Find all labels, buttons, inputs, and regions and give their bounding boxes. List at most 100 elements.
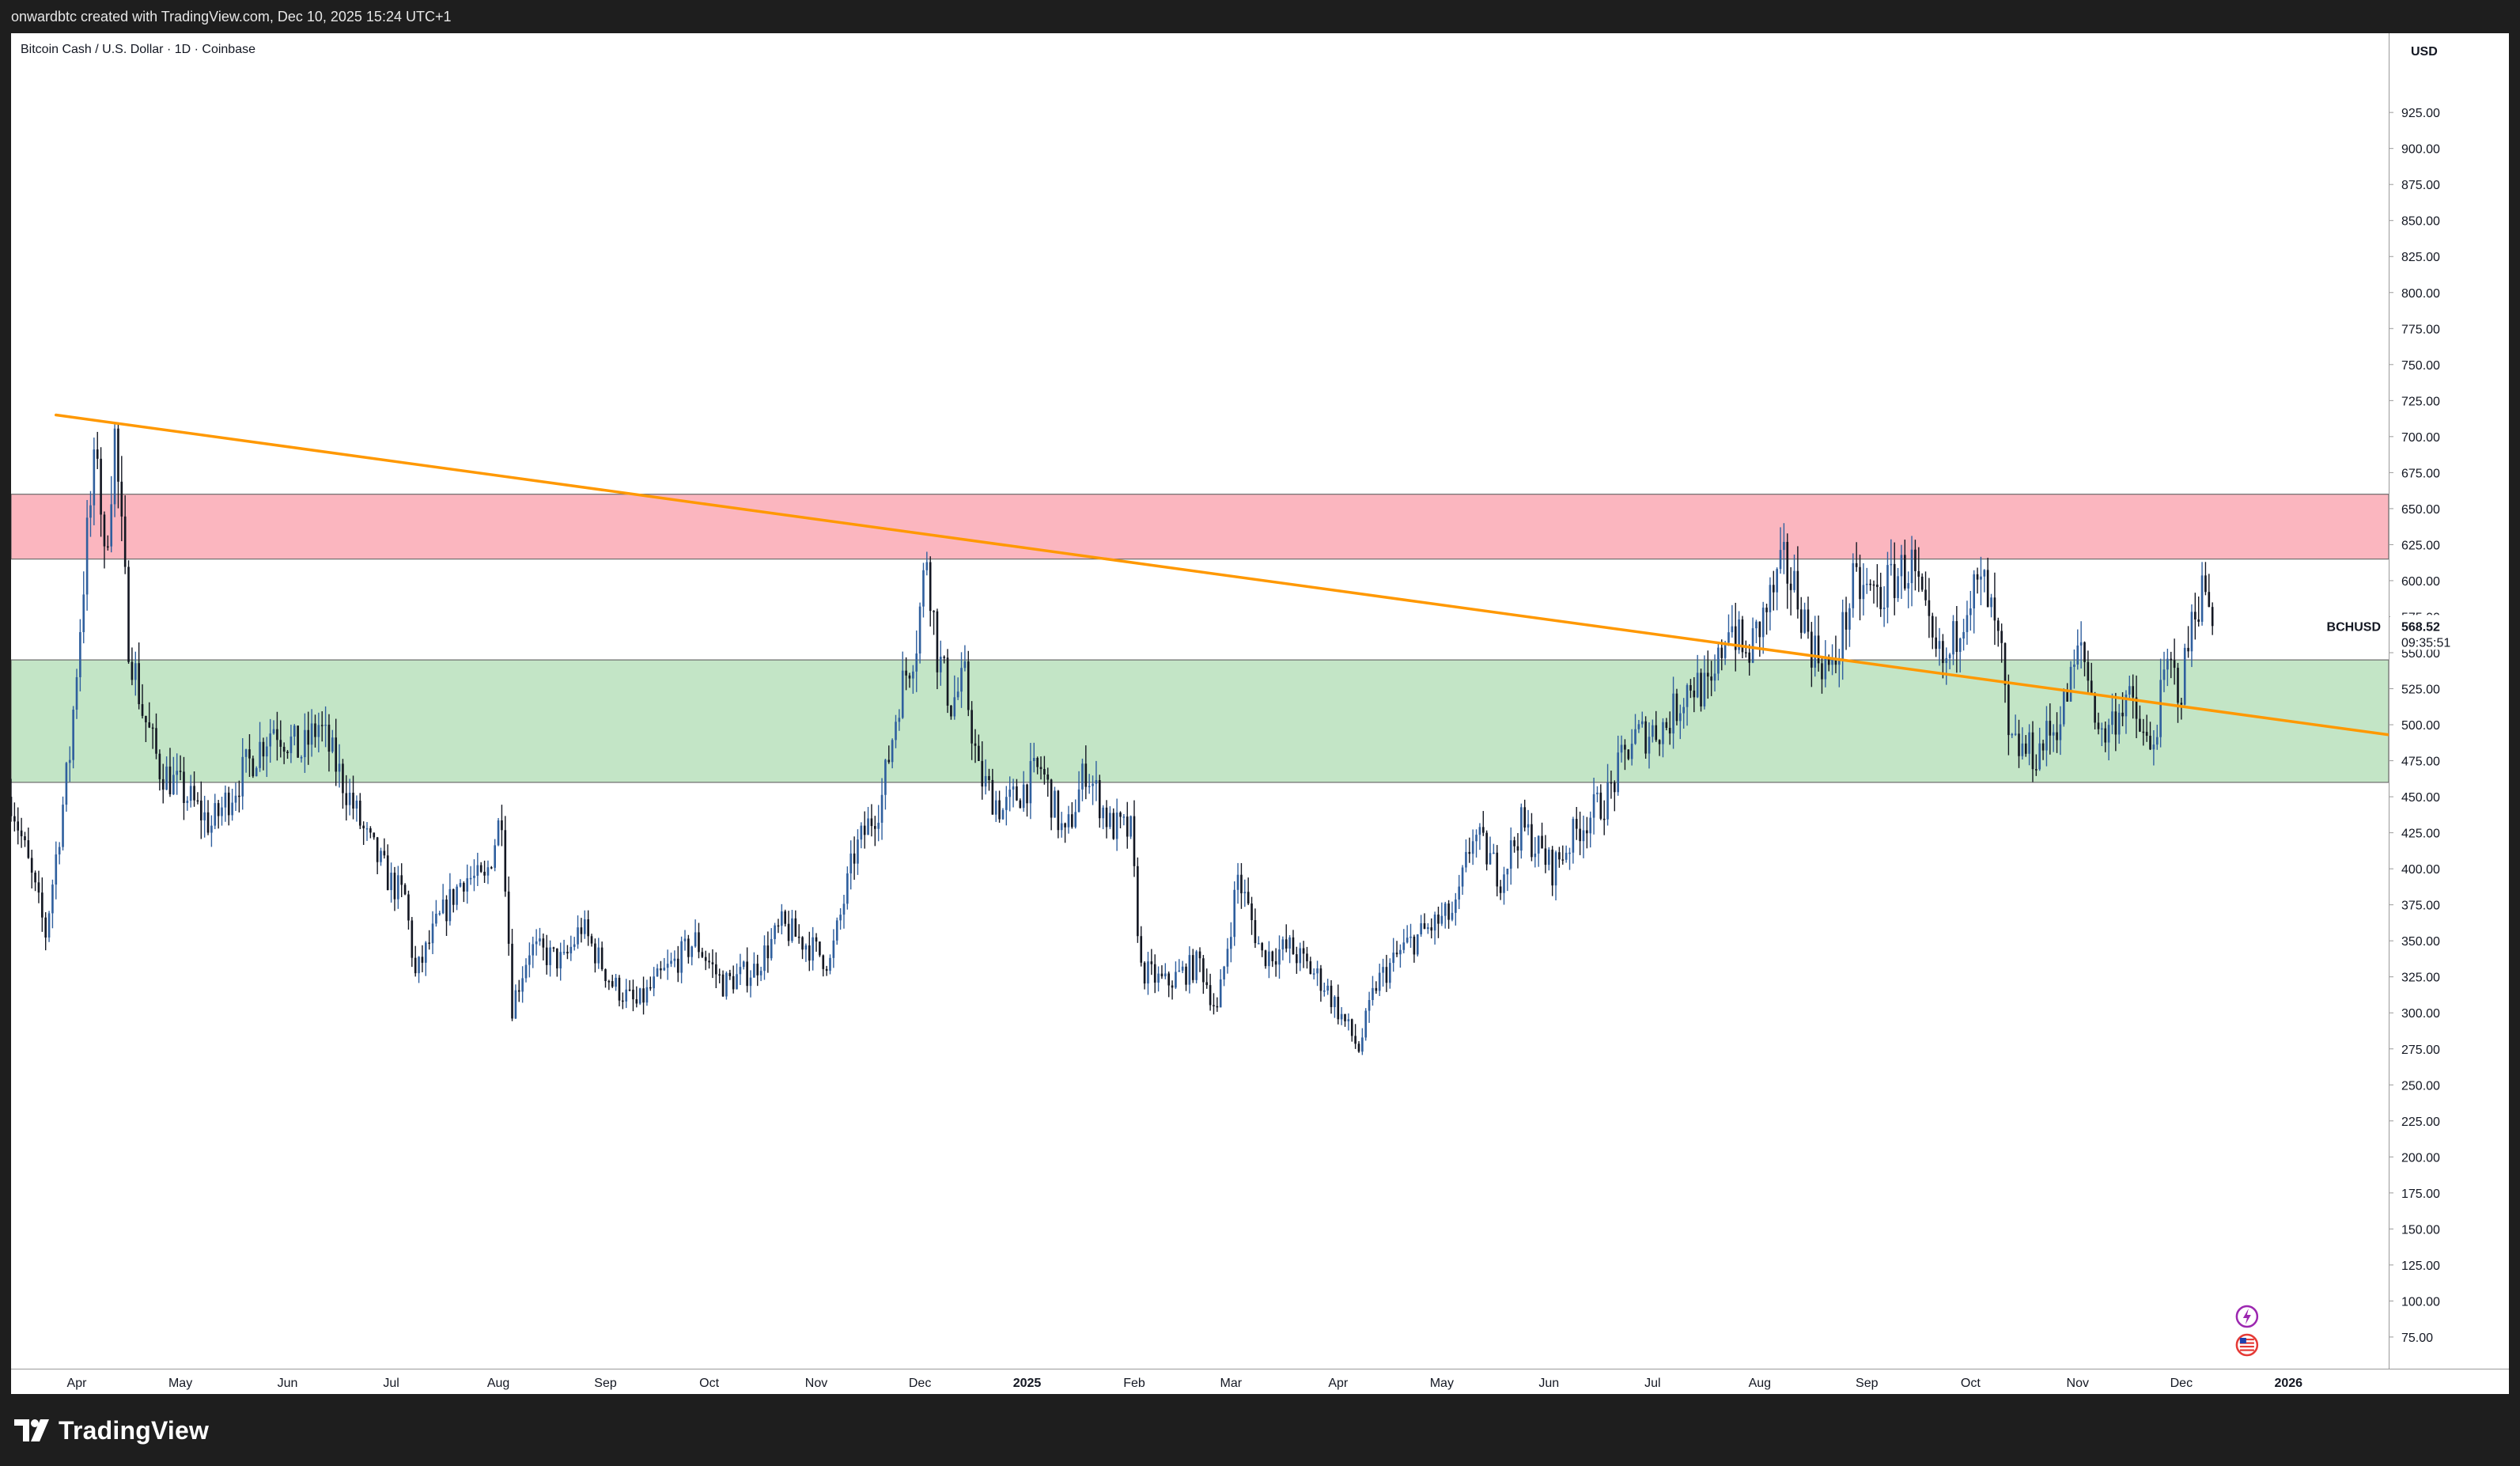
candle <box>1734 602 1737 672</box>
candle-body <box>1247 892 1250 904</box>
candle-body <box>459 883 462 887</box>
candle-body <box>293 725 296 737</box>
candle <box>763 935 766 980</box>
price-tick-label: 675.00 <box>2401 467 2440 480</box>
candle <box>403 883 407 896</box>
candle <box>901 651 904 719</box>
candle <box>1520 803 1523 859</box>
candle <box>1776 567 1778 611</box>
candle-body <box>1980 576 1982 580</box>
candle <box>79 619 81 691</box>
candle <box>711 949 714 979</box>
candle-body <box>1572 819 1575 853</box>
candle <box>940 640 942 686</box>
price-tick-label: 325.00 <box>2401 972 2440 985</box>
candle-body <box>774 925 776 939</box>
candle-body <box>967 661 970 710</box>
candle <box>2166 648 2169 687</box>
candle-body <box>345 793 348 805</box>
candle-body <box>1402 942 1406 950</box>
time-tick-label: Sep <box>594 1377 617 1390</box>
candle <box>1226 938 1229 974</box>
candle <box>590 934 593 947</box>
candle-body <box>2052 732 2055 736</box>
candlestick-chart[interactable]: USD 75.00 100.00 125.00 150.00 175.00 200.00 22… <box>11 33 2509 1394</box>
footer-bar: TradingView <box>0 1394 2520 1466</box>
candle-body <box>1682 706 1685 714</box>
candle <box>1350 1018 1353 1042</box>
candle-body <box>1226 949 1229 967</box>
candle-body <box>1129 816 1132 837</box>
candle <box>1872 580 1875 604</box>
candle-body <box>1322 991 1326 992</box>
candle <box>1420 915 1422 938</box>
candle <box>189 775 192 808</box>
candle <box>708 953 710 969</box>
candle <box>1105 800 1108 839</box>
price-tick-label: 875.00 <box>2401 179 2440 192</box>
candle <box>1544 835 1547 873</box>
candle-body <box>300 757 303 759</box>
candle <box>1243 879 1247 907</box>
candle <box>1382 958 1384 987</box>
candle <box>1458 874 1460 910</box>
candle-body <box>1706 672 1709 677</box>
candle-body <box>138 663 140 705</box>
candle-body <box>2041 743 2045 751</box>
candle-body <box>2066 689 2068 702</box>
candle-body <box>1827 658 1830 665</box>
candle-body <box>1468 851 1471 854</box>
candle <box>1247 877 1250 906</box>
candle-body <box>358 800 361 826</box>
candle <box>1506 868 1509 892</box>
candle-body <box>131 661 134 680</box>
candle <box>1077 771 1080 813</box>
candle-body <box>1640 721 1644 725</box>
candle-body <box>1316 968 1319 974</box>
candle <box>400 863 403 897</box>
candle-body <box>1962 631 1965 639</box>
candle <box>1299 942 1302 972</box>
candle <box>1361 1028 1364 1055</box>
candle-body <box>873 826 876 829</box>
candle <box>217 800 220 829</box>
candle-body <box>483 871 486 876</box>
candle-body <box>1617 752 1619 793</box>
candle <box>777 919 780 934</box>
candle <box>2079 621 2083 669</box>
tradingview-logo[interactable]: TradingView <box>14 1415 209 1446</box>
candle-body <box>1924 589 1927 600</box>
candle-body <box>1257 943 1260 945</box>
candle <box>642 976 645 1015</box>
candle <box>501 805 503 847</box>
candle-body <box>1150 961 1153 964</box>
candle <box>1409 923 1412 949</box>
flag-stripe <box>2239 1349 2254 1351</box>
candle <box>151 723 154 749</box>
candle <box>1364 1008 1368 1041</box>
candle-body <box>1084 763 1088 787</box>
chart-frame[interactable]: USD 75.00 100.00 125.00 150.00 175.00 200.00 22… <box>11 33 2509 1394</box>
candle <box>1558 847 1561 868</box>
candle-body <box>1879 586 1882 609</box>
candle <box>1876 564 1879 608</box>
candle-body <box>956 691 959 698</box>
candle <box>252 756 255 778</box>
candle <box>867 806 869 835</box>
candle <box>418 956 420 983</box>
candle-body <box>158 753 161 779</box>
candle-body <box>1012 786 1015 790</box>
candle <box>1413 934 1416 963</box>
price-tick-label: 600.00 <box>2401 575 2440 589</box>
candle <box>542 933 545 960</box>
candle <box>2028 724 2030 766</box>
candle <box>1561 845 1565 865</box>
candle <box>1799 597 1803 639</box>
candle-body <box>825 968 828 972</box>
candle <box>1153 954 1156 994</box>
candle <box>476 852 479 886</box>
candle-body <box>1586 830 1588 834</box>
candle-body <box>819 941 821 956</box>
candle-body <box>304 729 306 758</box>
candle <box>950 705 952 720</box>
